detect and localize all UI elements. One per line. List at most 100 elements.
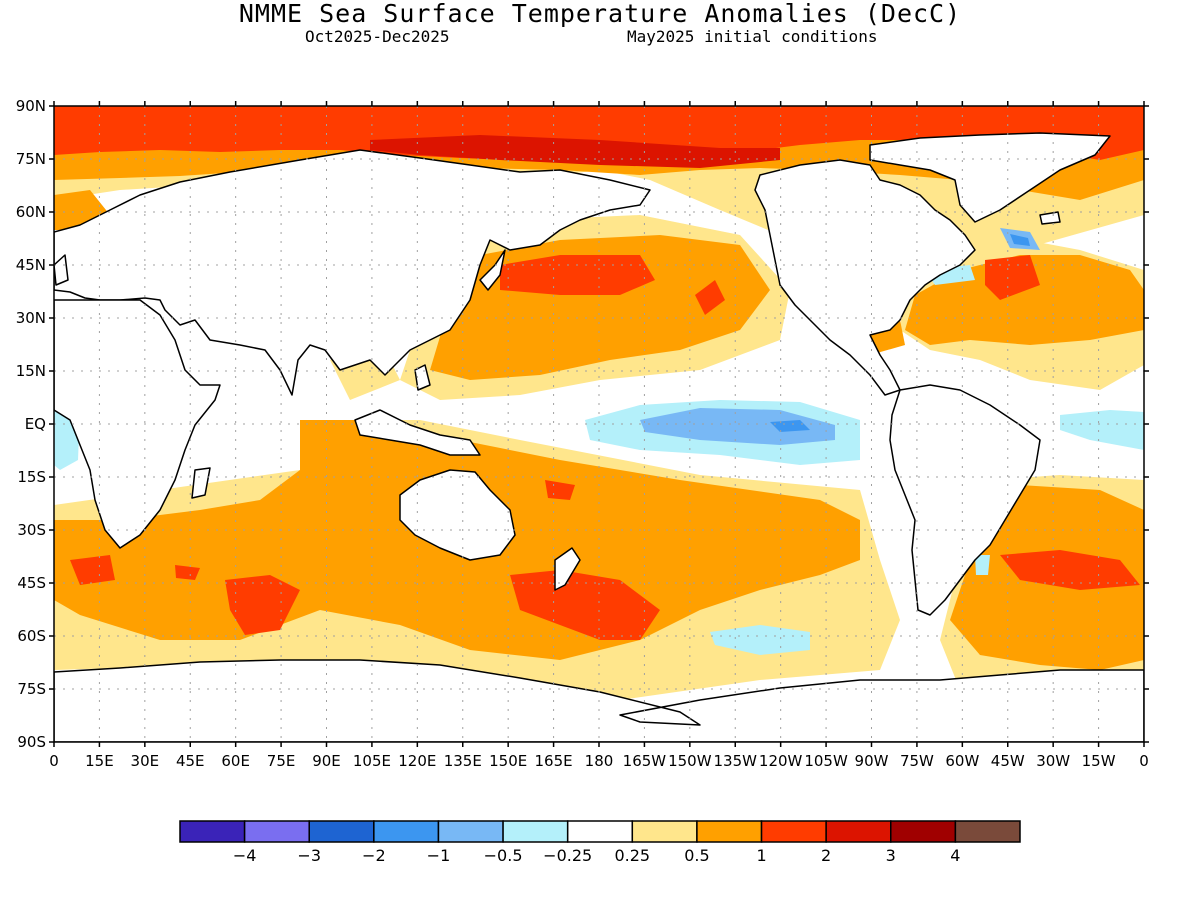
colorbar-swatch xyxy=(308,820,375,843)
anomaly-region xyxy=(975,555,990,575)
colorbar-swatch xyxy=(437,820,504,843)
anomaly-region xyxy=(70,555,115,585)
lon-label: 165W xyxy=(623,752,667,770)
colorbar-label: −1 xyxy=(427,846,451,865)
lon-label: 75E xyxy=(267,752,296,770)
colorbar-swatch xyxy=(954,820,1021,843)
land-indonesia xyxy=(354,409,481,456)
colorbar-swatch xyxy=(179,820,246,843)
colorbar-swatch xyxy=(890,820,957,843)
anomaly-region xyxy=(370,135,780,168)
lon-label: 150W xyxy=(668,752,712,770)
lon-label: 75W xyxy=(900,752,934,770)
colorbar-label: −3 xyxy=(297,846,321,865)
lon-label: 0 xyxy=(49,752,59,770)
anomaly-region xyxy=(1000,550,1140,590)
land-philippines xyxy=(414,364,431,391)
anomaly-very-warm-layer xyxy=(370,135,780,168)
lon-label: 105E xyxy=(353,752,391,770)
lon-label: 60E xyxy=(221,752,250,770)
colorbar-label: −0.25 xyxy=(543,846,592,865)
axis-ticks xyxy=(49,101,1149,747)
land-madagascar xyxy=(191,467,211,499)
lat-label: 75N xyxy=(16,150,46,168)
lon-label: 105W xyxy=(804,752,848,770)
colorbar-label: 4 xyxy=(950,846,960,865)
colorbar-label: 1 xyxy=(756,846,766,865)
lon-label: 150E xyxy=(489,752,527,770)
lon-label: 15E xyxy=(85,752,114,770)
land-new-zealand xyxy=(554,547,581,591)
anomaly-region xyxy=(500,255,655,295)
anomaly-region xyxy=(985,255,1040,300)
lat-label: 60N xyxy=(16,203,46,221)
lat-label: 75S xyxy=(17,680,46,698)
longitude-labels: 0 15E 30E 45E 60E 75E 90E 105E 120E 135E 150E 165E 1… xyxy=(49,752,1149,770)
lat-label: 45S xyxy=(17,574,46,592)
colorbar-label: −4 xyxy=(233,846,257,865)
lat-label: 30N xyxy=(16,309,46,327)
colorbar-label: −2 xyxy=(362,846,386,865)
colorbar-swatch xyxy=(243,820,310,843)
lat-label: EQ xyxy=(25,415,46,433)
anomaly-region xyxy=(1010,234,1030,246)
anomaly-region xyxy=(1060,410,1144,450)
anomaly-region xyxy=(175,565,200,580)
colorbar-label: 3 xyxy=(886,846,896,865)
land-australia xyxy=(399,469,516,561)
colorbar-swatch xyxy=(373,820,440,843)
colorbar-swatch xyxy=(696,820,763,843)
colorbar-swatch xyxy=(760,820,827,843)
anomaly-region xyxy=(545,480,575,500)
land-south-america xyxy=(889,384,1041,616)
lat-label: 45N xyxy=(16,256,46,274)
colorbar-label: 0.5 xyxy=(684,846,709,865)
lat-label: 15S xyxy=(17,468,46,486)
colorbar-swatch xyxy=(502,820,569,843)
lon-label: 165E xyxy=(535,752,573,770)
anomaly-region xyxy=(510,570,660,640)
colorbar-swatch xyxy=(631,820,698,843)
lat-label: 90N xyxy=(16,97,46,115)
lat-label: 15N xyxy=(16,362,46,380)
anomaly-moderate-cool-layer xyxy=(770,234,1030,432)
lon-label: 45E xyxy=(176,752,205,770)
lat-label: 90S xyxy=(17,733,46,751)
lon-label: 90E xyxy=(312,752,341,770)
lat-label: 30S xyxy=(17,521,46,539)
grid-lines xyxy=(54,106,1144,742)
lon-label: 120E xyxy=(398,752,436,770)
land-japan xyxy=(479,249,506,291)
lon-label: 135W xyxy=(714,752,758,770)
latitude-labels: 90N 75N 60N 45N 30N 15N EQ 15S 30S 45S 60S 75S 90S xyxy=(16,97,46,751)
colorbar-swatch xyxy=(566,820,634,843)
land-europe-asia xyxy=(54,149,651,396)
lat-label: 60S xyxy=(17,627,46,645)
lon-label: 120W xyxy=(759,752,803,770)
anomaly-region xyxy=(640,408,835,445)
lon-label: 30E xyxy=(131,752,160,770)
colorbar-label: 0.25 xyxy=(614,846,650,865)
anomaly-region xyxy=(54,106,1144,165)
anomaly-region xyxy=(770,420,810,432)
land-greenland-canada-arctic xyxy=(869,132,1111,223)
lon-label: 0 xyxy=(1139,752,1149,770)
land-north-america xyxy=(754,159,976,396)
forecast-period: Oct2025-Dec2025 xyxy=(305,27,450,46)
land-iceland xyxy=(1039,211,1061,225)
colorbar-label: 2 xyxy=(821,846,831,865)
colorbar-label: −0.5 xyxy=(484,846,523,865)
land-uk xyxy=(54,254,69,286)
colorbar-labels: −4 −3 −2 −1 −0.5 −0.25 0.25 0.5 1 2 3 4 xyxy=(233,846,961,865)
colorbar xyxy=(179,820,1021,843)
lon-label: 135E xyxy=(444,752,482,770)
lon-label: 30W xyxy=(1036,752,1070,770)
lon-label: 15W xyxy=(1082,752,1116,770)
map-title: NMME Sea Surface Temperature Anomalies (… xyxy=(238,0,962,28)
lon-label: 60W xyxy=(945,752,979,770)
lon-label: 45W xyxy=(991,752,1025,770)
lon-label: 180 xyxy=(585,752,614,770)
lon-label: 90W xyxy=(855,752,889,770)
colorbar-swatch xyxy=(825,820,892,843)
